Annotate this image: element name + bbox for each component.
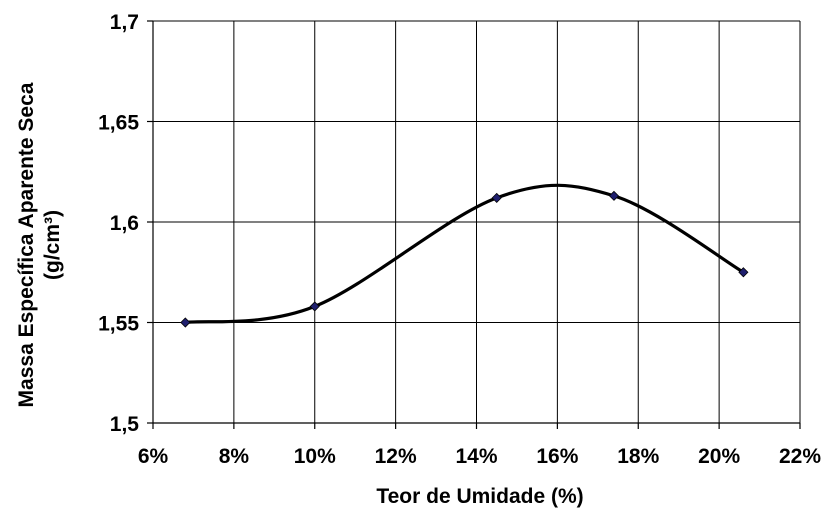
data-point-marker <box>738 267 749 278</box>
x-tick-label: 16% <box>536 445 578 468</box>
x-tick-label: 10% <box>294 445 336 468</box>
y-tick-label: 1,7 <box>110 11 139 34</box>
y-axis-title: Massa Específica Aparente Seca <box>15 82 38 407</box>
x-tick-label: 18% <box>617 445 659 468</box>
y-axis-unit: (g/cm³) <box>41 210 64 280</box>
data-points <box>180 190 749 328</box>
series-line <box>185 183 745 325</box>
y-tick-label: 1,6 <box>110 212 139 235</box>
data-point-marker <box>608 190 620 201</box>
y-tick-label: 1,55 <box>98 313 139 336</box>
data-point-marker <box>491 192 502 203</box>
x-tick-label: 20% <box>698 445 740 468</box>
data-point-marker <box>309 301 320 312</box>
x-axis-title: Teor de Umidade (%) <box>376 485 583 508</box>
y-tick-label: 1,65 <box>98 112 139 135</box>
x-tick-label: 8% <box>219 445 250 468</box>
x-tick-label: 14% <box>455 445 497 468</box>
axes <box>147 20 801 429</box>
x-tick-label: 22% <box>779 445 821 468</box>
data-point-marker <box>180 317 191 328</box>
y-tick-labels: 1,5 1,55 1,6 1,65 1,7 <box>98 11 139 436</box>
x-tick-label: 12% <box>375 445 417 468</box>
grid <box>153 20 801 423</box>
y-tick-label: 1,5 <box>110 413 140 436</box>
x-tick-labels: 6% 8% 10% 12% 14% 16% 18% 20% 22% <box>138 445 822 468</box>
x-tick-label: 6% <box>138 445 169 468</box>
